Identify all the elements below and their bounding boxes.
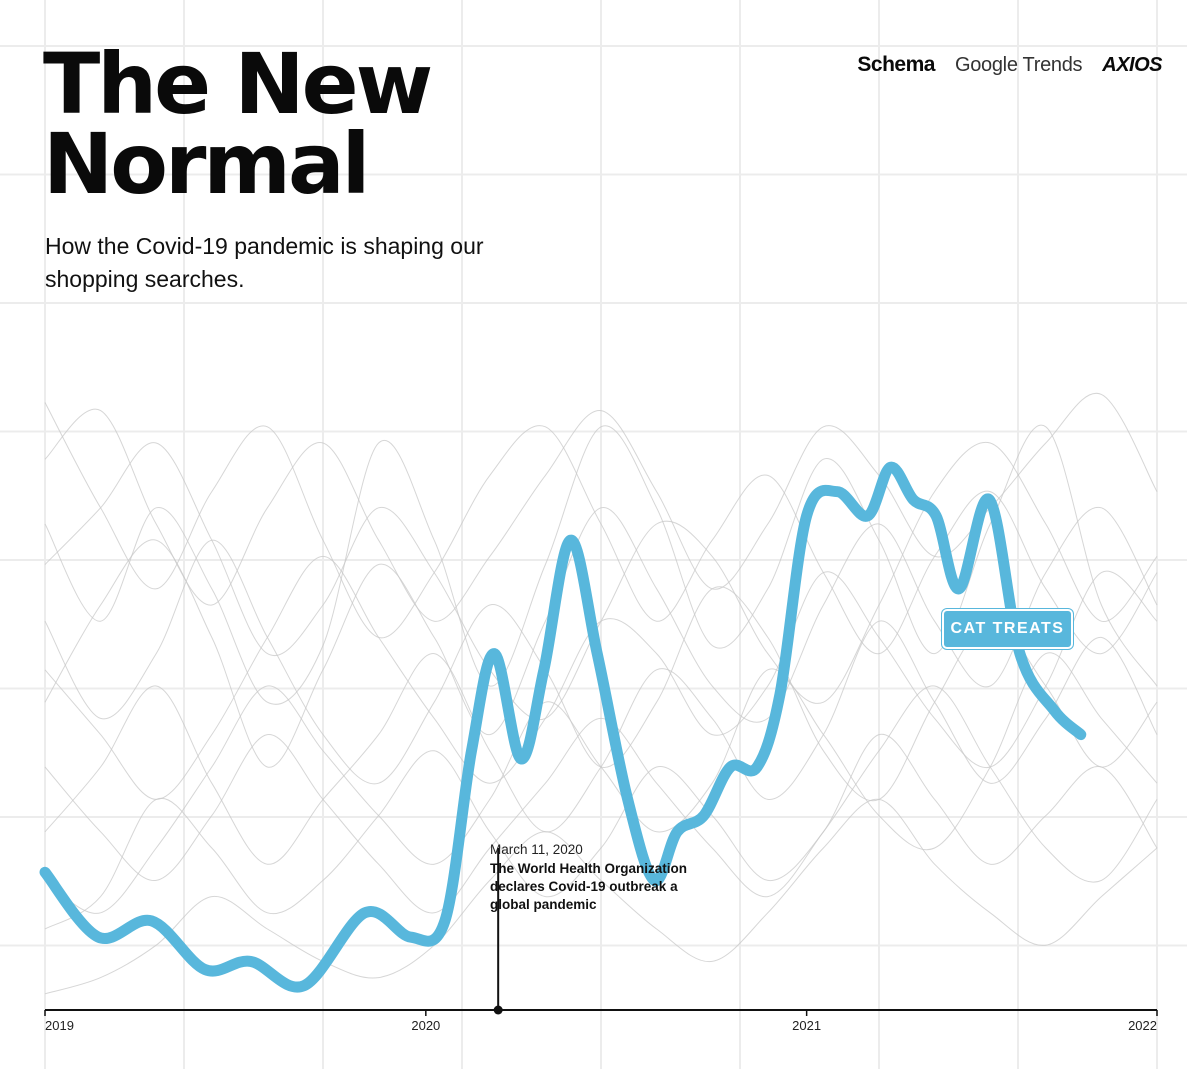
x-tick-label-2021: 2021	[792, 1018, 821, 1033]
schema-logo: Schema	[857, 53, 935, 76]
background-series-line-2	[44, 507, 1158, 768]
google-trends-logo: Google Trends	[954, 53, 1083, 76]
logo-bar: Schema Google Trends AXIOS	[857, 53, 1162, 77]
title-line-1: The New	[43, 35, 433, 133]
background-series-line-12	[44, 652, 1158, 914]
x-tick-label-2020: 2020	[411, 1018, 440, 1033]
x-axis: 2019 2020 2021 2022	[44, 848, 1158, 1033]
series-label-cat-treats[interactable]: CAT TREATS	[942, 609, 1073, 649]
subtitle: How the Covid-19 pandemic is shaping our…	[45, 233, 484, 292]
annotation-date: March 11, 2020	[490, 842, 583, 857]
highlight-series-layer	[39, 461, 1087, 993]
background-series-line-4	[44, 402, 1158, 655]
background-series-line-6	[44, 734, 1158, 930]
annotation-dot	[493, 1005, 503, 1015]
series-line-cat-treats	[39, 461, 1087, 993]
x-tick-label-2022: 2022	[1128, 1018, 1157, 1033]
title-line-2: Normal	[43, 115, 370, 213]
background-series-line-9	[44, 798, 1158, 995]
page-title: The New Normal	[43, 35, 433, 213]
x-tick-label-2019: 2019	[45, 1018, 74, 1033]
background-series-line-8	[44, 685, 1158, 914]
axios-logo: AXIOS	[1102, 53, 1162, 76]
annotation-text: The World Health Organization declares C…	[490, 861, 688, 912]
background-series-line-11	[44, 555, 1158, 800]
background-series-line-7	[44, 392, 1158, 622]
background-series-line-1	[44, 424, 1158, 705]
